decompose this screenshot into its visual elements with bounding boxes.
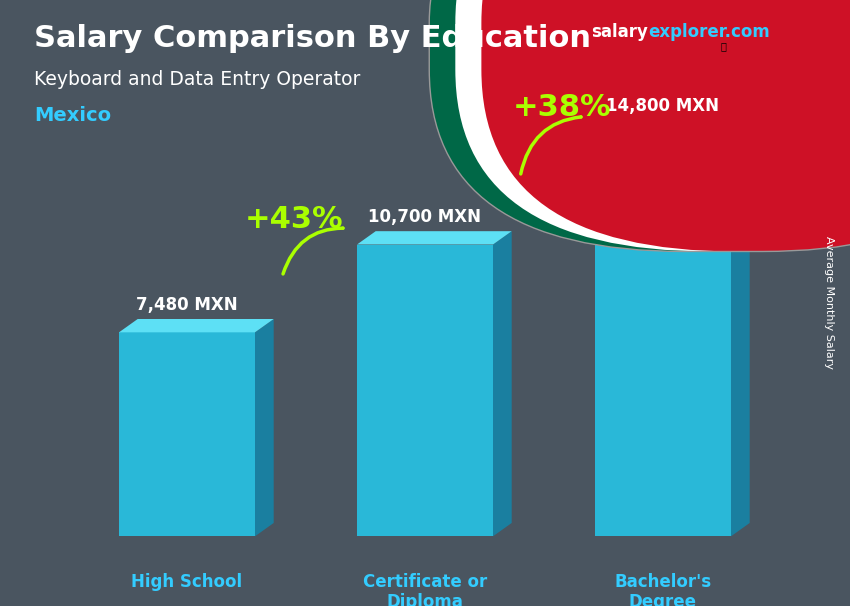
Text: 🦅: 🦅 [721,41,726,51]
Text: High School: High School [132,573,242,591]
Text: Bachelor's
Degree: Bachelor's Degree [615,573,711,606]
Text: 14,800 MXN: 14,800 MXN [607,96,719,115]
Text: +38%: +38% [513,93,611,122]
Text: +43%: +43% [245,205,343,233]
Text: Certificate or
Diploma: Certificate or Diploma [363,573,487,606]
Text: Keyboard and Data Entry Operator: Keyboard and Data Entry Operator [34,70,360,88]
Text: Salary Comparison By Education: Salary Comparison By Education [34,24,591,53]
Text: 10,700 MXN: 10,700 MXN [369,208,481,226]
Text: Average Monthly Salary: Average Monthly Salary [824,236,834,370]
Text: 7,480 MXN: 7,480 MXN [136,296,238,314]
Text: salary: salary [591,23,648,41]
Text: Mexico: Mexico [34,106,111,125]
Text: explorer.com: explorer.com [649,23,770,41]
